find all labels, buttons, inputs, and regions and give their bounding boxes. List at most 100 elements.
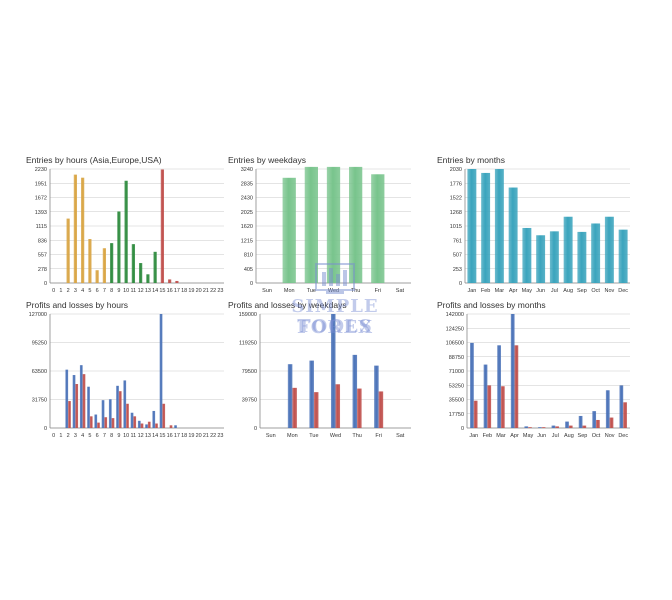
x-tick-label: Nov (605, 433, 615, 439)
x-tick-label: 17 (174, 288, 180, 294)
x-tick-label: 0 (52, 433, 55, 439)
x-tick-label: 13 (145, 288, 151, 294)
x-tick-label: 1 (59, 433, 62, 439)
bar (618, 229, 628, 283)
bar (111, 418, 115, 428)
x-tick-label: 22 (210, 288, 216, 294)
x-tick-label: 6 (96, 433, 99, 439)
x-tick-label: 17 (174, 433, 180, 439)
bar (536, 235, 546, 283)
bar (160, 169, 165, 283)
bar (592, 411, 597, 428)
bar (374, 365, 379, 428)
x-tick-label: 6 (96, 288, 99, 294)
chart-title: Entries by weekdays (228, 155, 306, 165)
bar (138, 263, 143, 283)
x-tick-label: 19 (188, 288, 194, 294)
x-tick-label: 7 (103, 433, 106, 439)
chart-profits-losses-by-weekdays: 0 39750 79500 119250 159000 Sun Mon Tue Wed Thu Fr… (239, 312, 411, 439)
x-tick-label: 14 (152, 433, 158, 439)
bar (371, 174, 385, 283)
y-tick-label: 810 (244, 253, 253, 259)
y-tick-label: 17750 (449, 412, 464, 418)
y-tick-label: 106500 (446, 341, 464, 347)
bar (80, 177, 85, 283)
bar (68, 401, 71, 428)
bar (94, 414, 98, 428)
bar (123, 380, 127, 428)
x-tick-label: 10 (123, 433, 129, 439)
y-tick-label: 1215 (241, 238, 253, 244)
x-tick-label: 13 (145, 433, 151, 439)
bar (352, 354, 358, 428)
x-tick-label: Apr (510, 433, 519, 439)
x-tick-label: Jan (469, 433, 478, 439)
y-tick-label: 2025 (241, 210, 253, 216)
chart-entries-by-months: 0 253 507 761 1015 1268 1522 1776 2030 Jan Feb Mar A… (450, 167, 630, 294)
bar (483, 364, 488, 428)
bar (623, 402, 627, 428)
y-tick-label: 142000 (446, 312, 464, 318)
y-tick-label: 278 (38, 267, 47, 273)
bar (378, 391, 384, 428)
x-tick-label: 8 (110, 288, 113, 294)
x-tick-label: 3 (74, 433, 77, 439)
bar (549, 231, 559, 283)
bar (146, 274, 150, 283)
x-tick-label: Mon (284, 288, 295, 294)
y-tick-label: 88750 (449, 355, 464, 361)
x-tick-label: 7 (103, 288, 106, 294)
bar (470, 342, 474, 428)
x-tick-label: Dec (618, 288, 628, 294)
x-tick-label: Wed (328, 288, 339, 294)
y-tick-label: 1115 (36, 224, 47, 230)
bar (169, 425, 173, 428)
x-tick-label: 9 (117, 433, 120, 439)
bar (524, 426, 529, 428)
bar (619, 385, 624, 428)
x-tick-label: Tue (307, 288, 316, 294)
x-tick-label: 10 (123, 288, 129, 294)
bar (117, 211, 121, 283)
x-tick-label: 12 (138, 433, 144, 439)
x-tick-label: Sat (396, 288, 405, 294)
x-tick-label: May (522, 288, 533, 294)
y-tick-label: 0 (44, 281, 47, 287)
x-tick-label: Sun (266, 433, 276, 439)
bar (330, 314, 336, 428)
y-tick-label: 1672 (35, 196, 47, 202)
bar (335, 384, 341, 428)
bar (287, 364, 293, 428)
y-tick-label: 0 (44, 426, 47, 432)
bar (467, 169, 477, 283)
x-tick-label: Jul (552, 433, 559, 439)
bar (292, 387, 297, 428)
bar (528, 427, 532, 428)
chart-title: Profits and losses by hours (26, 300, 129, 310)
bar (82, 374, 86, 428)
bar (487, 385, 492, 428)
y-tick-label: 35500 (449, 398, 464, 404)
bar (145, 424, 148, 428)
x-tick-label: Tue (309, 433, 318, 439)
x-tick-label: 23 (217, 288, 223, 294)
bar (152, 410, 156, 428)
bar (568, 425, 573, 428)
x-tick-label: Jan (467, 288, 476, 294)
x-tick-label: 12 (138, 288, 144, 294)
y-tick-label: 39750 (242, 398, 257, 404)
bar (147, 421, 151, 428)
bar (131, 244, 136, 283)
y-tick-label: 159000 (239, 312, 257, 318)
y-tick-label: 79500 (242, 369, 257, 375)
x-tick-label: 18 (181, 288, 187, 294)
x-tick-label: Sep (578, 433, 588, 439)
x-tick-label: Mon (287, 433, 298, 439)
x-tick-label: Apr (509, 288, 518, 294)
y-tick-label: 405 (244, 267, 253, 273)
bar (130, 412, 134, 428)
y-tick-label: 95250 (32, 341, 47, 347)
x-tick-label: Feb (483, 433, 492, 439)
y-tick-label: 0 (459, 281, 462, 287)
bar (326, 166, 341, 283)
